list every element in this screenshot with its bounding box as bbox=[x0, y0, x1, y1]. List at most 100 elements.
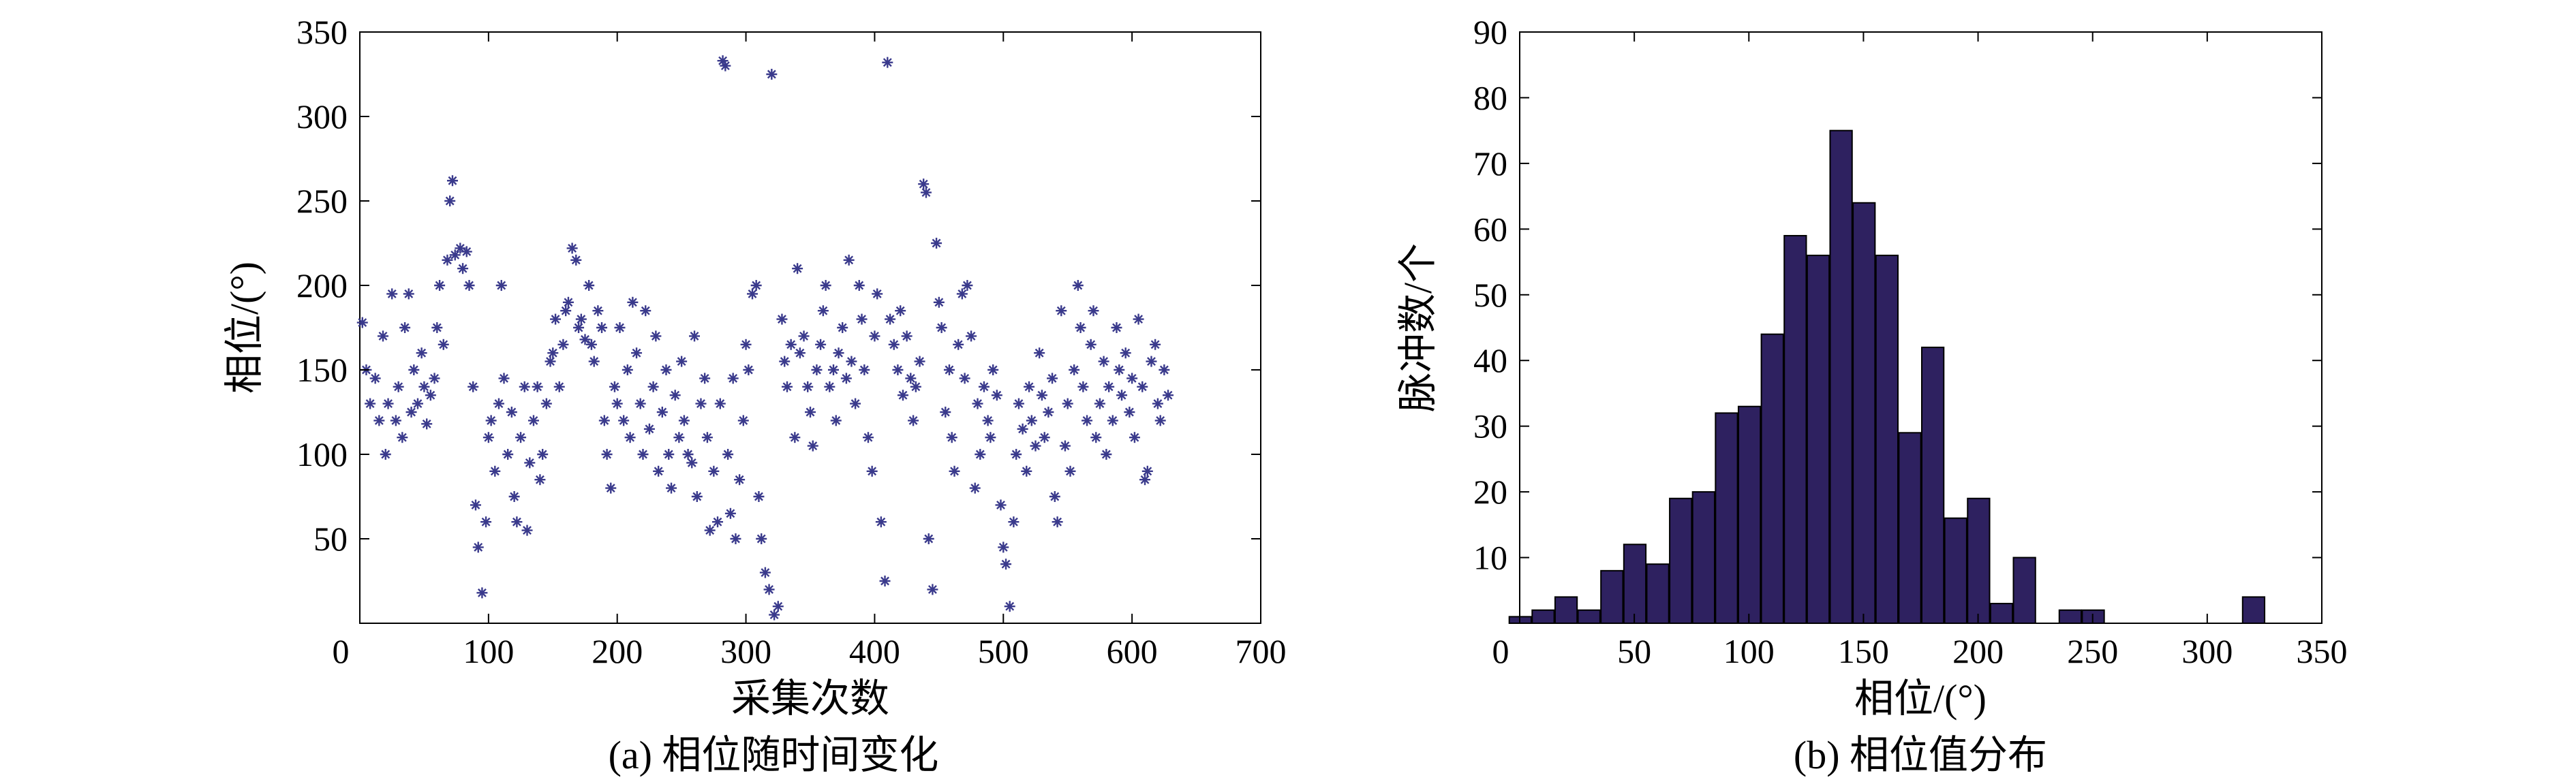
data-point bbox=[982, 415, 994, 426]
data-point bbox=[730, 533, 741, 544]
data-point bbox=[416, 347, 427, 359]
data-point bbox=[656, 407, 668, 418]
data-point bbox=[455, 242, 466, 254]
data-point bbox=[622, 364, 633, 375]
data-point bbox=[605, 482, 617, 494]
data-point bbox=[1146, 356, 1157, 367]
data-point bbox=[827, 364, 839, 375]
histogram-bar bbox=[1577, 609, 1601, 625]
data-point bbox=[1159, 364, 1170, 375]
data-point bbox=[843, 254, 855, 266]
data-point bbox=[399, 322, 411, 333]
data-point bbox=[650, 330, 662, 342]
x-tick-label: 300 bbox=[720, 632, 771, 670]
data-point bbox=[798, 330, 810, 342]
histogram-bar bbox=[1875, 254, 1899, 624]
y-axis-label-a: 相位/(°) bbox=[222, 262, 266, 394]
data-point bbox=[418, 381, 430, 392]
data-point bbox=[1056, 305, 1067, 317]
data-point bbox=[1126, 373, 1138, 384]
data-point bbox=[660, 364, 672, 375]
data-point bbox=[508, 491, 520, 502]
data-point bbox=[1013, 398, 1024, 409]
data-point bbox=[1139, 474, 1151, 486]
data-point bbox=[956, 288, 968, 300]
x-tick-labels-a: 100 200 300 400 500 600 700 0 bbox=[333, 32, 1287, 670]
data-point bbox=[570, 254, 582, 266]
data-point bbox=[1049, 491, 1060, 502]
data-point bbox=[695, 398, 707, 409]
data-point bbox=[895, 305, 906, 317]
data-point bbox=[959, 373, 970, 384]
x-tick-label: 300 bbox=[2181, 632, 2233, 670]
x-tick-label: 600 bbox=[1107, 632, 1158, 670]
data-point bbox=[1141, 465, 1153, 477]
data-point bbox=[519, 381, 530, 392]
data-point bbox=[1152, 398, 1163, 409]
data-point bbox=[817, 305, 829, 317]
data-point bbox=[377, 330, 388, 342]
data-point bbox=[421, 418, 433, 430]
data-point bbox=[566, 242, 578, 254]
data-point bbox=[1114, 364, 1125, 375]
data-point bbox=[824, 381, 835, 392]
data-point bbox=[1026, 415, 1037, 426]
data-point bbox=[596, 322, 608, 333]
data-point bbox=[846, 356, 857, 367]
data-point bbox=[444, 195, 456, 206]
data-point bbox=[476, 587, 488, 599]
histogram-bar bbox=[1852, 202, 1876, 624]
x-tick-label: 100 bbox=[1723, 632, 1775, 670]
x-tick-label: 100 bbox=[463, 632, 514, 670]
data-point bbox=[365, 398, 376, 409]
data-point bbox=[1017, 423, 1028, 435]
data-point bbox=[850, 398, 861, 409]
data-point bbox=[647, 381, 659, 392]
data-point bbox=[405, 407, 417, 418]
data-point bbox=[373, 415, 385, 426]
histogram-bar bbox=[1760, 333, 1784, 624]
data-point bbox=[446, 175, 458, 187]
data-point bbox=[1098, 356, 1109, 367]
data-point bbox=[908, 415, 919, 426]
data-point bbox=[875, 516, 887, 528]
data-point bbox=[1090, 432, 1102, 443]
data-point bbox=[663, 449, 675, 460]
data-point bbox=[1120, 347, 1131, 359]
data-point bbox=[699, 373, 711, 384]
data-point bbox=[794, 347, 806, 359]
data-point bbox=[830, 415, 842, 426]
data-point bbox=[545, 356, 556, 367]
data-point bbox=[380, 449, 391, 460]
x-tick-label: 200 bbox=[592, 632, 643, 670]
histogram-bars bbox=[1508, 129, 2266, 625]
data-point bbox=[785, 339, 797, 350]
data-point bbox=[1036, 390, 1047, 401]
x-tick-label: 50 bbox=[1617, 632, 1651, 670]
data-point bbox=[1085, 339, 1097, 350]
data-point bbox=[1008, 516, 1019, 528]
data-point bbox=[802, 381, 814, 392]
y-tick-label: 50 bbox=[1473, 276, 1507, 314]
data-point bbox=[869, 330, 880, 342]
data-point bbox=[393, 381, 404, 392]
data-point bbox=[1077, 381, 1089, 392]
data-point bbox=[609, 381, 620, 392]
scatter-points bbox=[356, 55, 1174, 621]
data-point bbox=[386, 288, 398, 300]
data-point bbox=[598, 415, 610, 426]
data-point bbox=[1039, 432, 1050, 443]
data-point bbox=[390, 415, 401, 426]
data-point bbox=[575, 313, 587, 325]
data-point bbox=[734, 474, 746, 486]
data-point bbox=[579, 334, 591, 345]
y-tick-label: 50 bbox=[313, 520, 348, 558]
data-point bbox=[722, 449, 734, 460]
data-point bbox=[431, 322, 443, 333]
data-point bbox=[704, 524, 716, 536]
data-point bbox=[463, 280, 475, 291]
data-point bbox=[624, 432, 636, 443]
y-tick-label: 70 bbox=[1473, 144, 1507, 183]
data-point bbox=[1000, 559, 1012, 570]
data-point bbox=[862, 432, 874, 443]
